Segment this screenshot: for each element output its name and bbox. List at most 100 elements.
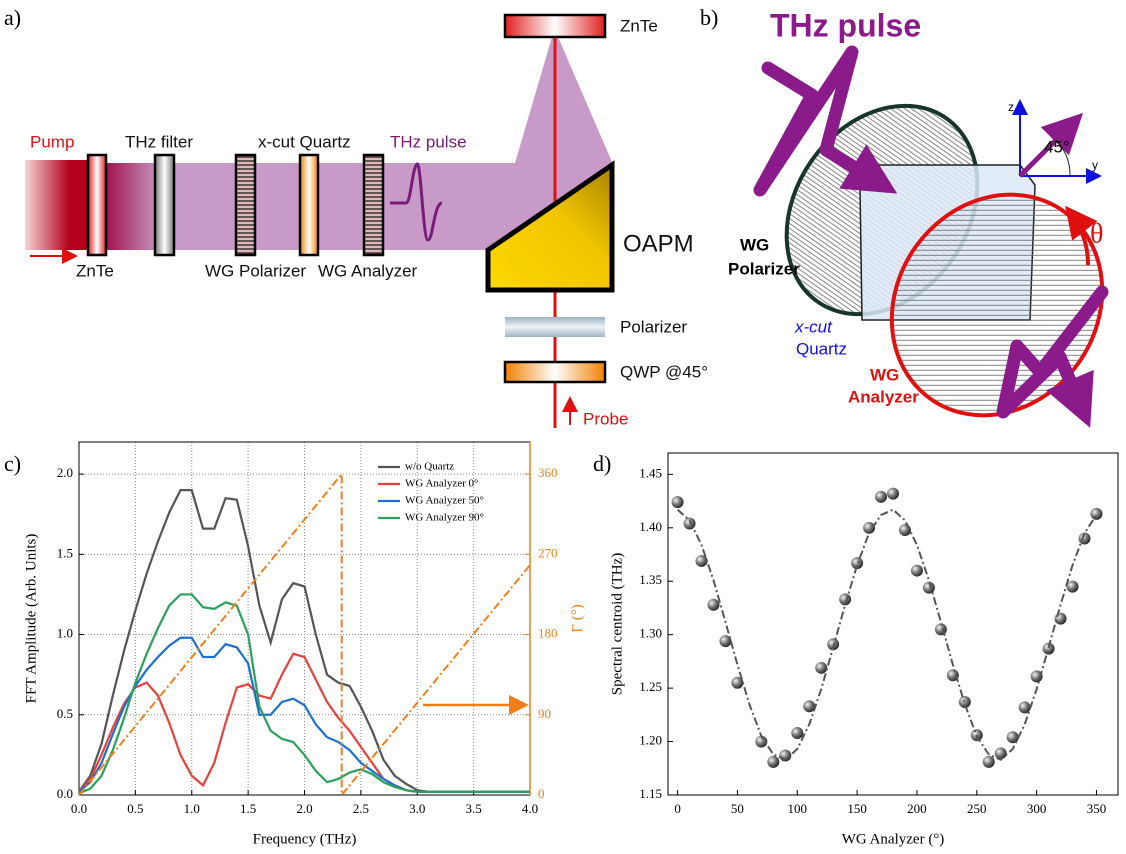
polarization-arrow <box>1018 112 1084 178</box>
x-tick-label: 4.0 <box>522 801 538 816</box>
pump-beam <box>25 160 88 250</box>
panel-label: a) <box>4 5 21 30</box>
x-axis-label: WG Analyzer (°) <box>842 831 945 847</box>
wg-analyzer <box>362 153 385 257</box>
x-tick-label: 2.5 <box>353 801 369 816</box>
data-point <box>1078 532 1091 545</box>
x-tick-label: 3.5 <box>466 801 482 816</box>
data-point <box>791 727 804 740</box>
data-point <box>863 521 876 534</box>
x-tick-label: 350 <box>1087 801 1107 816</box>
x-tick-label: 100 <box>788 801 808 816</box>
y2-tick-label: 180 <box>538 626 558 641</box>
quartz-plate <box>298 153 320 257</box>
chart: 0 50 100 150 200 250 300 350 1.15 1.20 1.25 1.30 1.3… <box>609 452 1119 847</box>
y-tick-label: 1.15 <box>639 786 662 801</box>
x-tick-label: 250 <box>967 801 987 816</box>
data-point <box>683 517 696 530</box>
angle-arc <box>1055 139 1071 177</box>
data-point <box>1054 612 1067 625</box>
legend-label: WG Analyzer 90° <box>405 512 484 524</box>
x-tick-label: 0.0 <box>71 801 87 816</box>
data-point <box>875 490 888 503</box>
diagram-a: Pump THz filter x-cut Quartz THz pulse Z… <box>25 13 708 428</box>
x-tick-label: 150 <box>847 801 867 816</box>
y-tick-label: 1.35 <box>639 572 662 587</box>
rotation-arrow <box>1065 205 1098 266</box>
chart: 0.0 0.5 1.0 1.5 2.0 2.5 3.0 3.5 4.0 0.0 0.5 1.0 1.5 2… <box>23 441 585 847</box>
series-line <box>78 593 530 795</box>
y-tick-label: 1.20 <box>639 733 662 748</box>
data-point <box>1006 731 1019 744</box>
label: ZnTe <box>76 261 114 280</box>
y-tick-label: 0.0 <box>57 786 73 801</box>
label: Probe <box>583 409 628 428</box>
label: Quartz <box>796 339 847 358</box>
polarizer <box>505 317 605 337</box>
label: x-cut Quartz <box>258 132 351 151</box>
data-point <box>851 557 864 570</box>
y-tick-label: 1.0 <box>57 626 73 641</box>
series-line <box>78 471 531 798</box>
data-point <box>982 755 995 768</box>
data-point <box>719 635 732 648</box>
y2-tick-label: 270 <box>538 545 558 560</box>
y-tick-label: 1.25 <box>639 679 662 694</box>
label: WG Polarizer <box>205 261 306 280</box>
y-tick-label: 1.30 <box>639 626 662 641</box>
data-point <box>887 487 899 500</box>
data-point <box>898 523 911 536</box>
label: Polarizer <box>620 317 687 336</box>
beam <box>105 163 160 250</box>
label: z <box>1008 100 1014 114</box>
data-point <box>695 554 708 567</box>
x-tick-label: 2.0 <box>296 801 312 816</box>
x-tick-label: 0.5 <box>127 801 143 816</box>
data-point <box>1018 701 1031 714</box>
plot-frame <box>667 452 1119 796</box>
znte-detector <box>503 13 607 39</box>
data-point <box>815 661 828 674</box>
label: WG <box>870 365 899 384</box>
label: WG Analyzer <box>318 261 418 280</box>
data-point <box>671 496 684 509</box>
y-axis-label: Spectral centroid (THz) <box>609 553 625 695</box>
panel-label: b) <box>700 5 718 30</box>
label: Polarizer <box>728 259 800 278</box>
data-point <box>910 564 923 577</box>
x-tick-label: 3.0 <box>409 801 425 816</box>
label: 45° <box>1044 137 1070 156</box>
x-tick-label: 200 <box>907 801 927 816</box>
x-tick-label: 1.5 <box>240 801 256 816</box>
y-tick-label: 2.0 <box>57 465 73 480</box>
data-point <box>803 700 816 713</box>
thz-wave <box>996 285 1109 428</box>
label: y <box>1092 158 1098 172</box>
label: THz filter <box>125 132 193 151</box>
label: THz pulse <box>390 132 467 151</box>
y2-axis-label: Γ (°) <box>569 604 585 632</box>
thz-waveform <box>390 162 443 242</box>
thz-wave <box>753 45 898 197</box>
panel-label: c) <box>4 451 21 476</box>
diagram-b: THz pulse WG Polarizer x-cut Quartz WG A… <box>728 7 1109 428</box>
x-tick-label: 0 <box>674 801 681 816</box>
y2-tick-label: 0 <box>538 786 545 801</box>
label: WG <box>740 235 769 254</box>
x-tick-label: 50 <box>731 801 744 816</box>
qwp <box>503 360 607 384</box>
label: THz pulse <box>770 7 921 43</box>
series-line <box>676 508 1098 761</box>
x-axis-label: Frequency (THz) <box>253 831 357 847</box>
thz-filter <box>153 153 176 257</box>
data-point <box>839 593 852 606</box>
label: OAPM <box>623 230 694 257</box>
x-tick-label: 1.0 <box>184 801 200 816</box>
label: ZnTe <box>620 16 658 35</box>
thz-beam <box>158 37 612 250</box>
wg-polarizer <box>234 153 257 257</box>
legend-label: w/o Quartz <box>405 461 454 473</box>
data-point <box>731 676 744 689</box>
data-point <box>958 696 971 709</box>
